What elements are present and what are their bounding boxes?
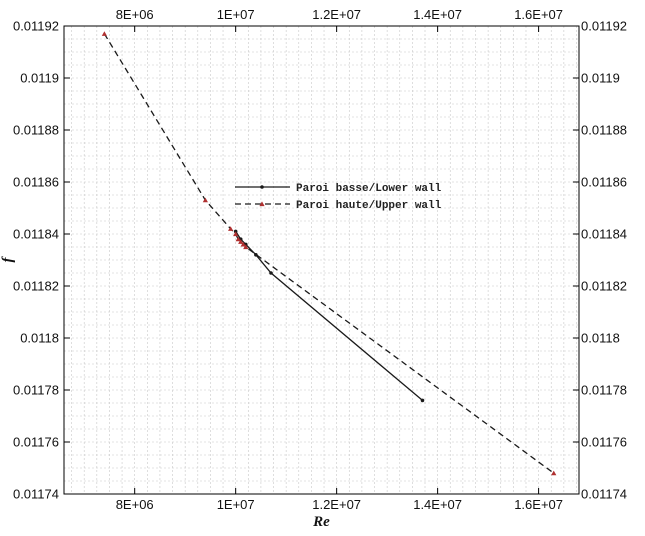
legend: Paroi basse/Lower wall Paroi haute/Upper…	[235, 183, 442, 212]
y-tick-label: 0.01186	[13, 175, 59, 190]
x-tick-label-top: 1E+07	[217, 7, 255, 22]
axis-ticks: 8E+06 8E+06 1E+07 1E+07 1.2E+07 1.2E+07 1.4E+0…	[13, 7, 627, 512]
series	[101, 31, 557, 476]
series-point-upper-wall	[551, 470, 557, 476]
y-tick-label: 0.01174	[13, 487, 59, 502]
y-tick-label-right: 0.01192	[581, 19, 627, 34]
x-tick-label-top: 1.6E+07	[514, 7, 563, 22]
x-tick-label: 1.2E+07	[312, 497, 361, 512]
y-tick-label-right: 0.0118	[581, 331, 620, 346]
y-tick-label-right: 0.01176	[581, 435, 627, 450]
series-point-lower-wall	[269, 271, 273, 275]
x-tick-label-top: 1.2E+07	[312, 7, 361, 22]
y-tick-label: 0.01176	[13, 435, 59, 450]
x-tick-label: 1E+07	[217, 497, 255, 512]
y-tick-label: 0.01192	[13, 19, 59, 34]
series-point-upper-wall	[202, 197, 208, 203]
y-tick-label-right: 0.01182	[581, 279, 627, 294]
y-tick-label: 0.0119	[20, 71, 59, 86]
y-tick-label-right: 0.0119	[581, 71, 620, 86]
series-point-upper-wall	[235, 236, 241, 242]
series-point-upper-wall	[233, 231, 239, 237]
x-tick-label-top: 8E+06	[116, 7, 154, 22]
y-tick-label-right: 0.01184	[581, 227, 627, 242]
y-tick-label-right: 0.01188	[581, 123, 627, 138]
y-tick-label: 0.01178	[13, 383, 59, 398]
y-tick-label: 0.01184	[13, 227, 59, 242]
legend-label-upper-wall: Paroi haute/Upper wall	[296, 200, 442, 212]
series-point-upper-wall	[228, 226, 234, 231]
plot-frame	[63, 25, 580, 495]
y-axis-title: f	[0, 256, 16, 263]
x-tick-label-top: 1.4E+07	[413, 7, 462, 22]
series-point-upper-wall	[243, 244, 249, 250]
x-tick-label: 1.4E+07	[413, 497, 462, 512]
series-point-upper-wall	[238, 239, 244, 244]
y-tick-label: 0.01182	[13, 279, 59, 294]
legend-marker-upper-wall	[259, 201, 265, 207]
y-tick-label: 0.01188	[13, 123, 59, 138]
y-tick-label-right: 0.01174	[581, 487, 627, 502]
series-point-upper-wall	[240, 241, 246, 247]
grid	[64, 25, 579, 495]
y-tick-label: 0.0118	[20, 331, 59, 346]
y-tick-label-right: 0.01186	[581, 175, 627, 190]
legend-label-lower-wall: Paroi basse/Lower wall	[296, 183, 442, 195]
series-point-upper-wall	[101, 31, 107, 36]
series-point-lower-wall	[420, 398, 425, 403]
y-tick-label-right: 0.01178	[581, 383, 627, 398]
x-tick-label: 8E+06	[116, 497, 154, 512]
x-tick-label: 1.6E+07	[514, 497, 563, 512]
x-axis-title: Re	[312, 514, 330, 530]
legend-marker-lower-wall	[260, 185, 264, 189]
